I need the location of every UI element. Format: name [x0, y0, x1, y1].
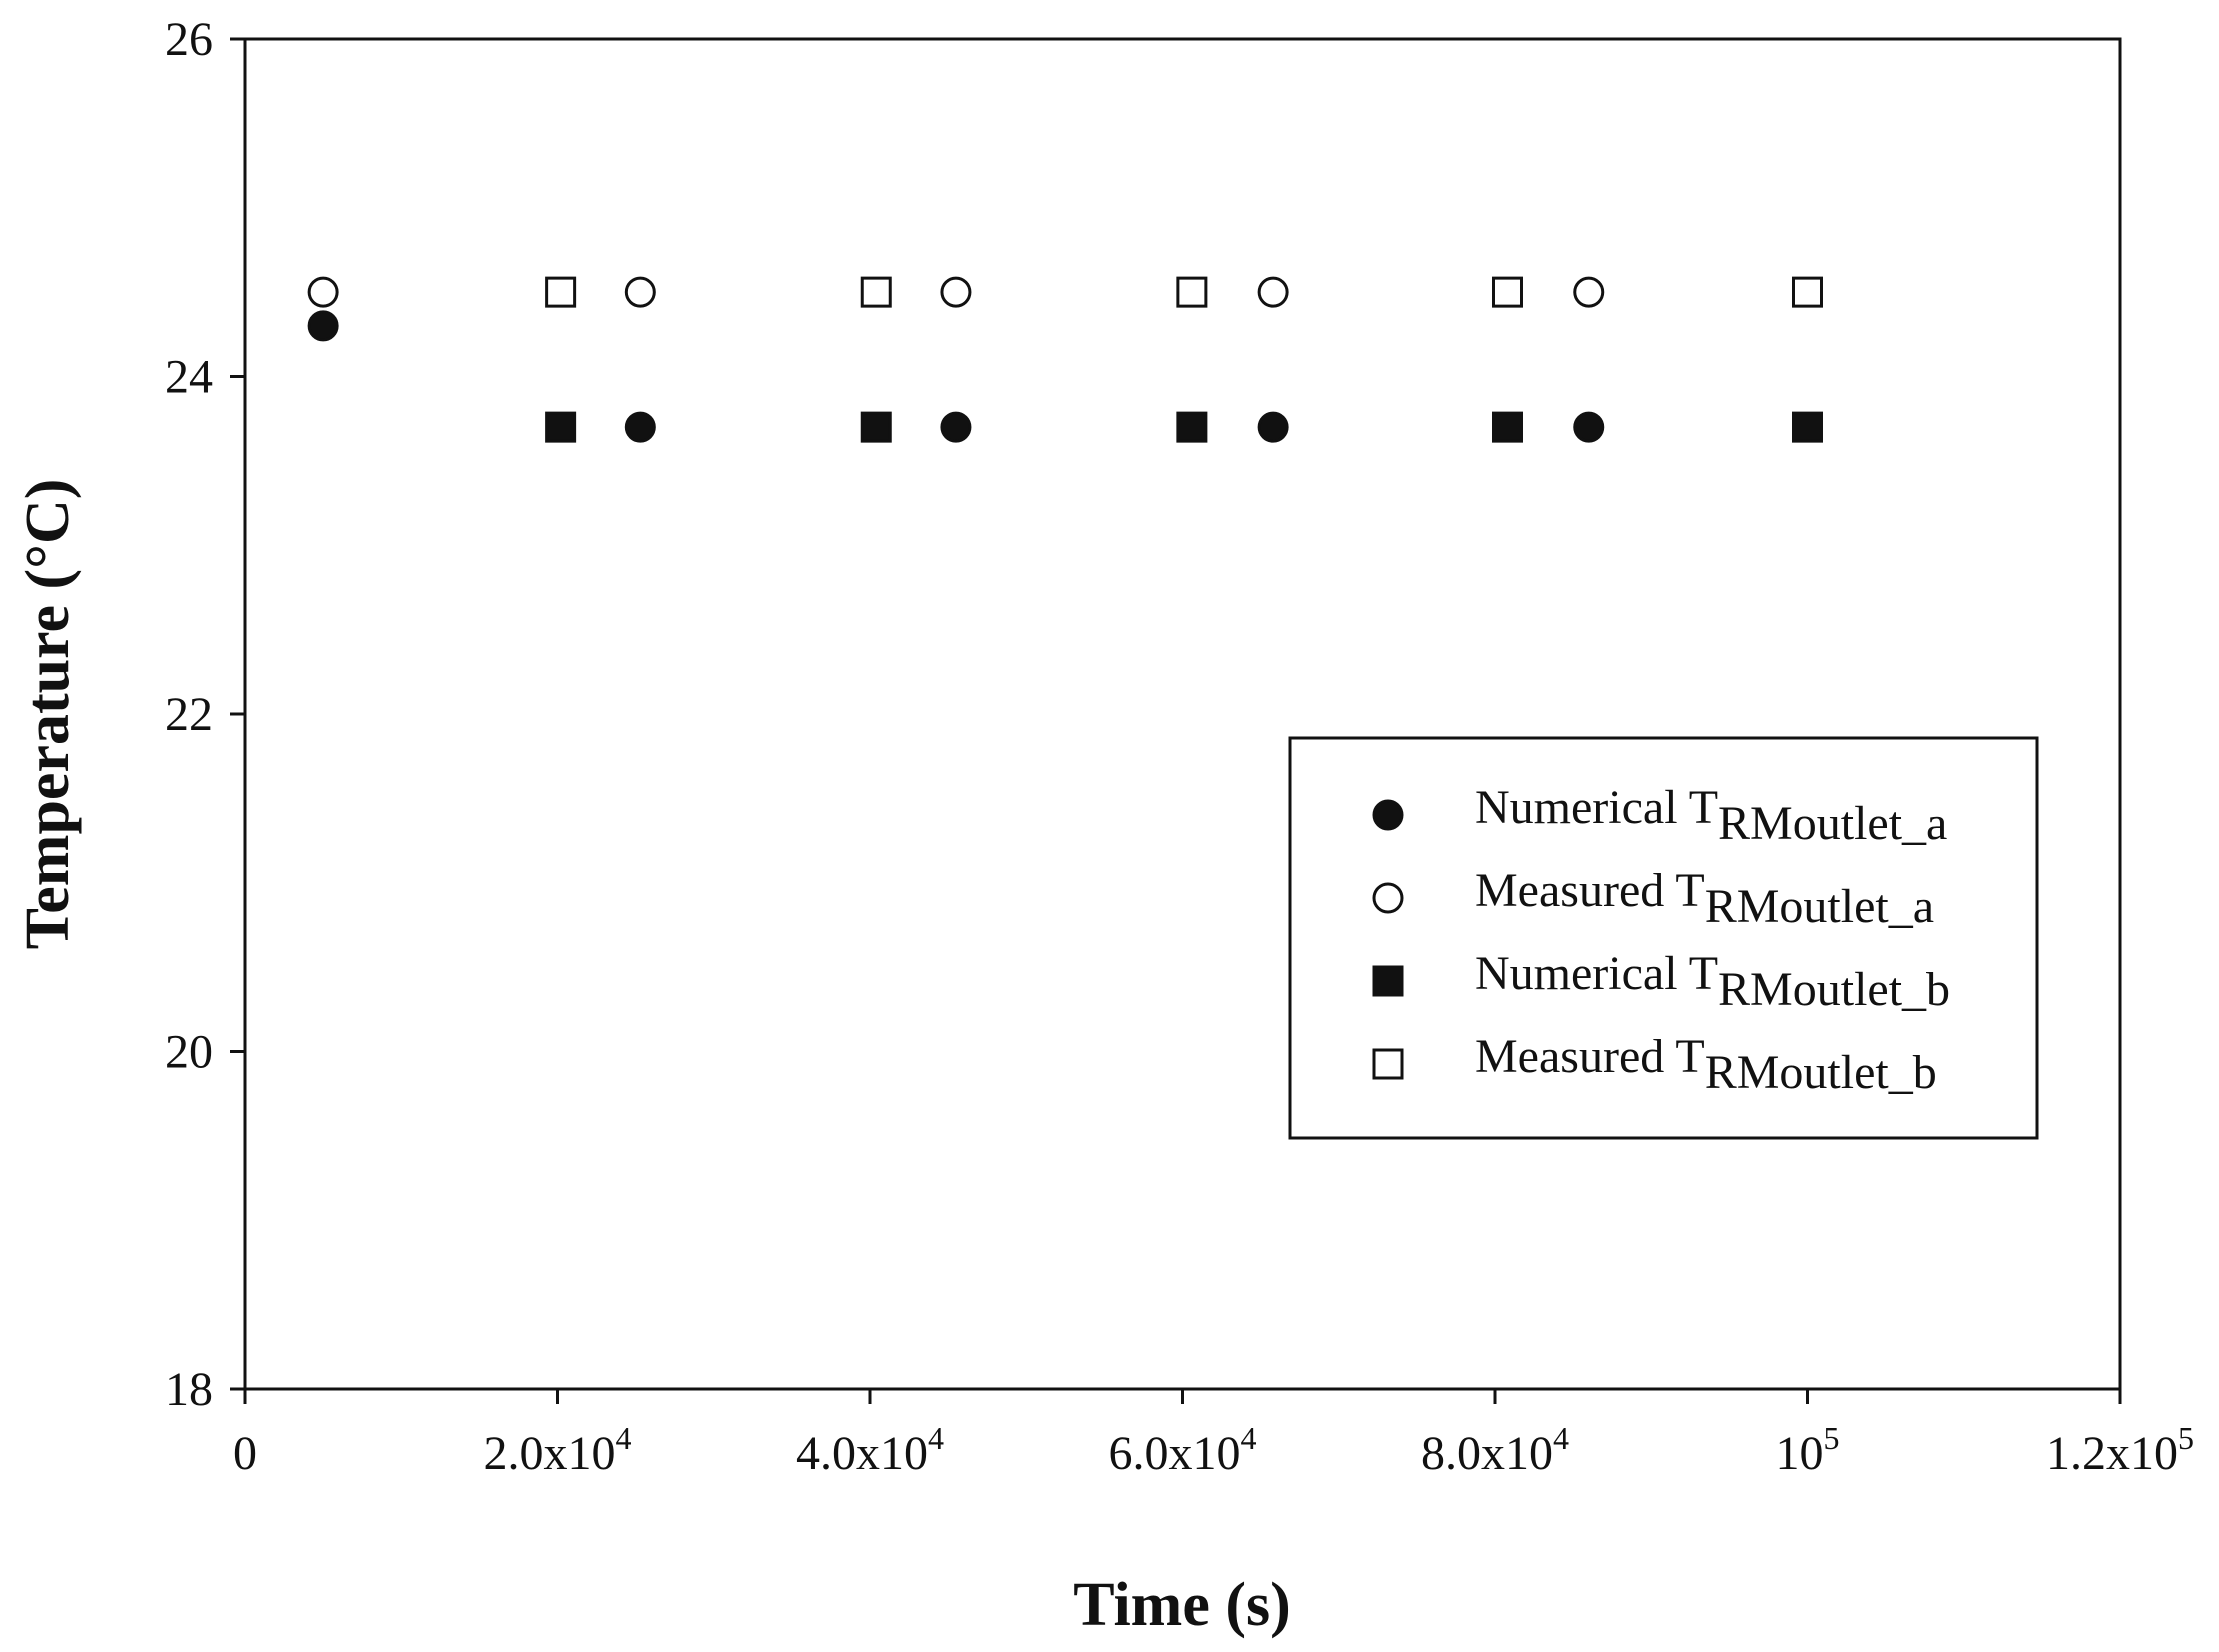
open-circle-point: [307, 276, 339, 308]
y-tick-label: 22: [165, 688, 213, 741]
filled-circle-point: [624, 411, 656, 443]
open-circle-point: [1257, 276, 1289, 308]
open-circle-point: [1573, 276, 1605, 308]
x-tick-label: 2.0x104: [484, 1420, 632, 1480]
x-tick-label: 0: [233, 1427, 257, 1480]
legend-label: Measured TRMoutlet_b: [1475, 1030, 1937, 1099]
x-axis: 0 2.0x104 4.0x104 6.0x104 8.0x104 105 1.2x105: [233, 1389, 2194, 1480]
filled-circle-point: [940, 411, 972, 443]
x-axis-title: Time (s): [1073, 1571, 1291, 1639]
y-tick-label: 26: [165, 13, 213, 66]
legend-label: Numerical TRMoutlet_a: [1475, 781, 1947, 850]
open-square-point: [1492, 276, 1523, 308]
legend-marker: [1372, 882, 1404, 914]
y-tick-label: 24: [165, 351, 213, 404]
x-tick-label: 4.0x104: [796, 1420, 944, 1480]
filled-square-point: [860, 411, 892, 443]
legend-marker: [1372, 1048, 1404, 1080]
x-tick-label: 8.0x104: [1421, 1420, 1569, 1480]
open-square-point: [860, 276, 892, 308]
open-circle-point: [940, 276, 972, 308]
x-tick-label: 1.2x105: [2046, 1420, 2194, 1480]
x-tick-label: 6.0x104: [1109, 1420, 1257, 1480]
legend: Numerical TRMoutlet_a Measured TRMoutlet_…: [1288, 736, 2039, 1140]
legend-box: [1288, 736, 2039, 1140]
y-axis: 18 20 22 24 26: [165, 13, 245, 1416]
filled-circle-point: [1573, 411, 1605, 443]
filled-circle-point: [1257, 411, 1289, 443]
filled-square-point: [1792, 411, 1823, 443]
open-square-point: [1792, 276, 1823, 308]
filled-square-point: [1176, 411, 1208, 443]
x-tick-label: 105: [1776, 1420, 1840, 1480]
y-axis-title: Temperature (°C): [14, 479, 82, 950]
y-tick-label: 20: [165, 1026, 213, 1079]
filled-square-point: [1492, 411, 1523, 443]
y-tick-label: 18: [165, 1363, 213, 1416]
open-square-point: [545, 276, 577, 308]
data-points: [307, 276, 1823, 443]
legend-label: Measured TRMoutlet_a: [1475, 864, 1934, 933]
open-square-point: [1176, 276, 1208, 308]
legend-marker: [1372, 965, 1404, 997]
legend-label: Numerical TRMoutlet_b: [1475, 947, 1950, 1016]
legend-marker: [1372, 799, 1404, 831]
open-circle-point: [624, 276, 656, 308]
plot-area-frame: [243, 37, 2122, 1391]
filled-circle-point: [307, 310, 339, 342]
filled-square-point: [545, 411, 577, 443]
